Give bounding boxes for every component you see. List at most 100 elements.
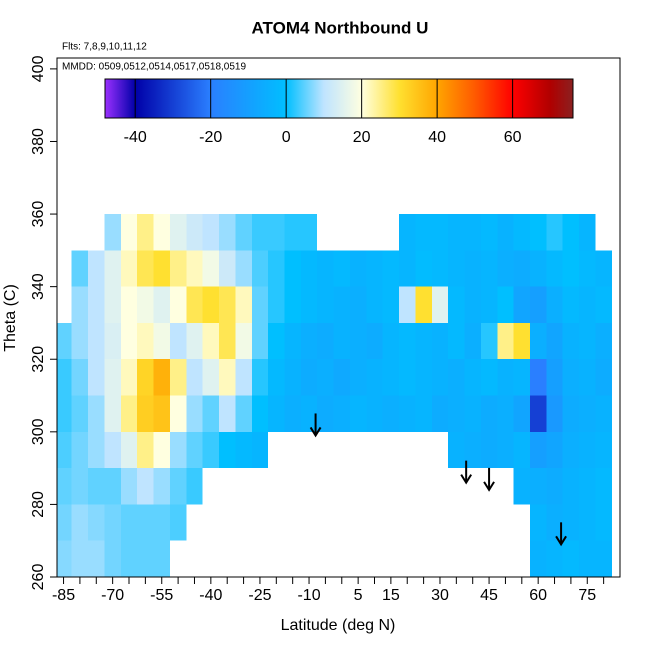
heat-cell xyxy=(349,322,367,360)
heat-cell xyxy=(169,286,187,323)
heat-cell xyxy=(366,286,383,323)
heat-cell xyxy=(513,286,530,323)
heat-cell xyxy=(137,468,154,505)
heat-cell xyxy=(104,250,121,287)
heat-cell xyxy=(71,540,89,577)
heat-cell xyxy=(464,286,481,323)
heat-cell xyxy=(251,322,269,360)
heat-cell xyxy=(284,250,301,287)
x-tick-label: 30 xyxy=(431,587,449,604)
heat-cell xyxy=(480,250,498,287)
heat-cell xyxy=(137,431,154,469)
heat-cell xyxy=(464,214,481,251)
heat-cell xyxy=(153,359,170,396)
heat-cell xyxy=(71,431,89,469)
heat-cell xyxy=(595,431,612,469)
heat-cell xyxy=(120,359,138,396)
heat-cell xyxy=(120,250,138,287)
heat-cell xyxy=(464,431,481,469)
heat-cell xyxy=(268,359,285,396)
heat-cell xyxy=(219,250,236,287)
heat-cell xyxy=(169,322,187,360)
heat-cell xyxy=(497,431,514,469)
heat-cell xyxy=(57,322,72,360)
heat-cell xyxy=(448,214,465,251)
heat-cell xyxy=(546,286,563,323)
heat-cell xyxy=(497,214,514,251)
heat-cell xyxy=(137,214,154,251)
heat-cell xyxy=(415,214,432,251)
heat-cell xyxy=(529,359,547,396)
annotation: MMDD: 0509,0512,0514,0517,0518,0519 xyxy=(62,62,246,73)
heat-cell xyxy=(513,395,530,432)
heat-cell xyxy=(480,322,498,360)
heat-cell xyxy=(317,322,334,360)
heat-cell xyxy=(431,322,449,360)
heat-cell xyxy=(169,214,187,251)
colorbar-tick-label: -40 xyxy=(124,129,147,146)
heat-cell xyxy=(415,250,432,287)
heat-cell xyxy=(284,286,301,323)
heat-cell xyxy=(137,322,154,360)
heat-cell xyxy=(595,250,612,287)
y-tick-label: 360 xyxy=(30,201,47,228)
x-axis-label: Latitude (deg N) xyxy=(281,617,396,634)
heat-cell xyxy=(104,322,121,360)
plot-frame xyxy=(56,57,621,578)
heat-cell xyxy=(333,322,350,360)
heat-cell xyxy=(137,504,154,541)
heat-cell xyxy=(104,286,121,323)
heat-cell xyxy=(104,214,121,251)
x-tick-label: -85 xyxy=(52,587,75,604)
heat-cell xyxy=(562,504,580,541)
heat-cell xyxy=(399,214,416,251)
heat-cell xyxy=(579,214,596,251)
x-tick-label: 5 xyxy=(354,587,363,604)
heat-cell xyxy=(529,504,547,541)
heat-cell xyxy=(104,431,121,469)
heat-cell xyxy=(349,250,367,287)
heat-cell xyxy=(153,322,170,360)
heat-cell xyxy=(120,286,138,323)
heat-cell xyxy=(57,431,72,469)
heat-cell xyxy=(235,359,252,396)
heat-cell xyxy=(186,395,203,432)
heat-cell xyxy=(529,395,547,432)
heat-cell xyxy=(169,431,187,469)
heat-cell xyxy=(57,540,72,577)
heat-cell xyxy=(595,286,612,323)
heat-cell xyxy=(235,322,252,360)
heat-cell xyxy=(57,359,72,396)
heat-cell xyxy=(57,468,72,505)
colorbar-tick-label: 60 xyxy=(504,129,522,146)
heat-cell xyxy=(137,286,154,323)
heat-cell xyxy=(431,250,449,287)
colorbar-tick-label: 0 xyxy=(282,129,291,146)
heat-cell xyxy=(464,359,481,396)
heat-cell xyxy=(579,322,596,360)
heat-cell xyxy=(513,468,530,505)
heat-cell xyxy=(104,540,121,577)
heat-cell xyxy=(529,214,547,251)
x-tick-label: -25 xyxy=(248,587,271,604)
heat-cell xyxy=(333,250,350,287)
heat-cell xyxy=(88,250,105,287)
heat-cell xyxy=(562,214,580,251)
heat-cell xyxy=(268,395,285,432)
heat-cell xyxy=(104,504,121,541)
heat-cell xyxy=(88,395,105,432)
heat-cell xyxy=(202,359,220,396)
y-tick-label: 320 xyxy=(30,346,47,373)
heat-cell xyxy=(153,468,170,505)
heat-cell xyxy=(186,322,203,360)
heat-cell xyxy=(88,322,105,360)
heat-cell xyxy=(579,468,596,505)
heat-cell xyxy=(153,250,170,287)
heat-cell xyxy=(169,504,187,541)
heat-cell xyxy=(300,395,318,432)
heat-cell xyxy=(71,395,89,432)
heat-cell xyxy=(202,395,220,432)
heat-cell xyxy=(529,540,547,577)
x-tick-label: -10 xyxy=(297,587,320,604)
